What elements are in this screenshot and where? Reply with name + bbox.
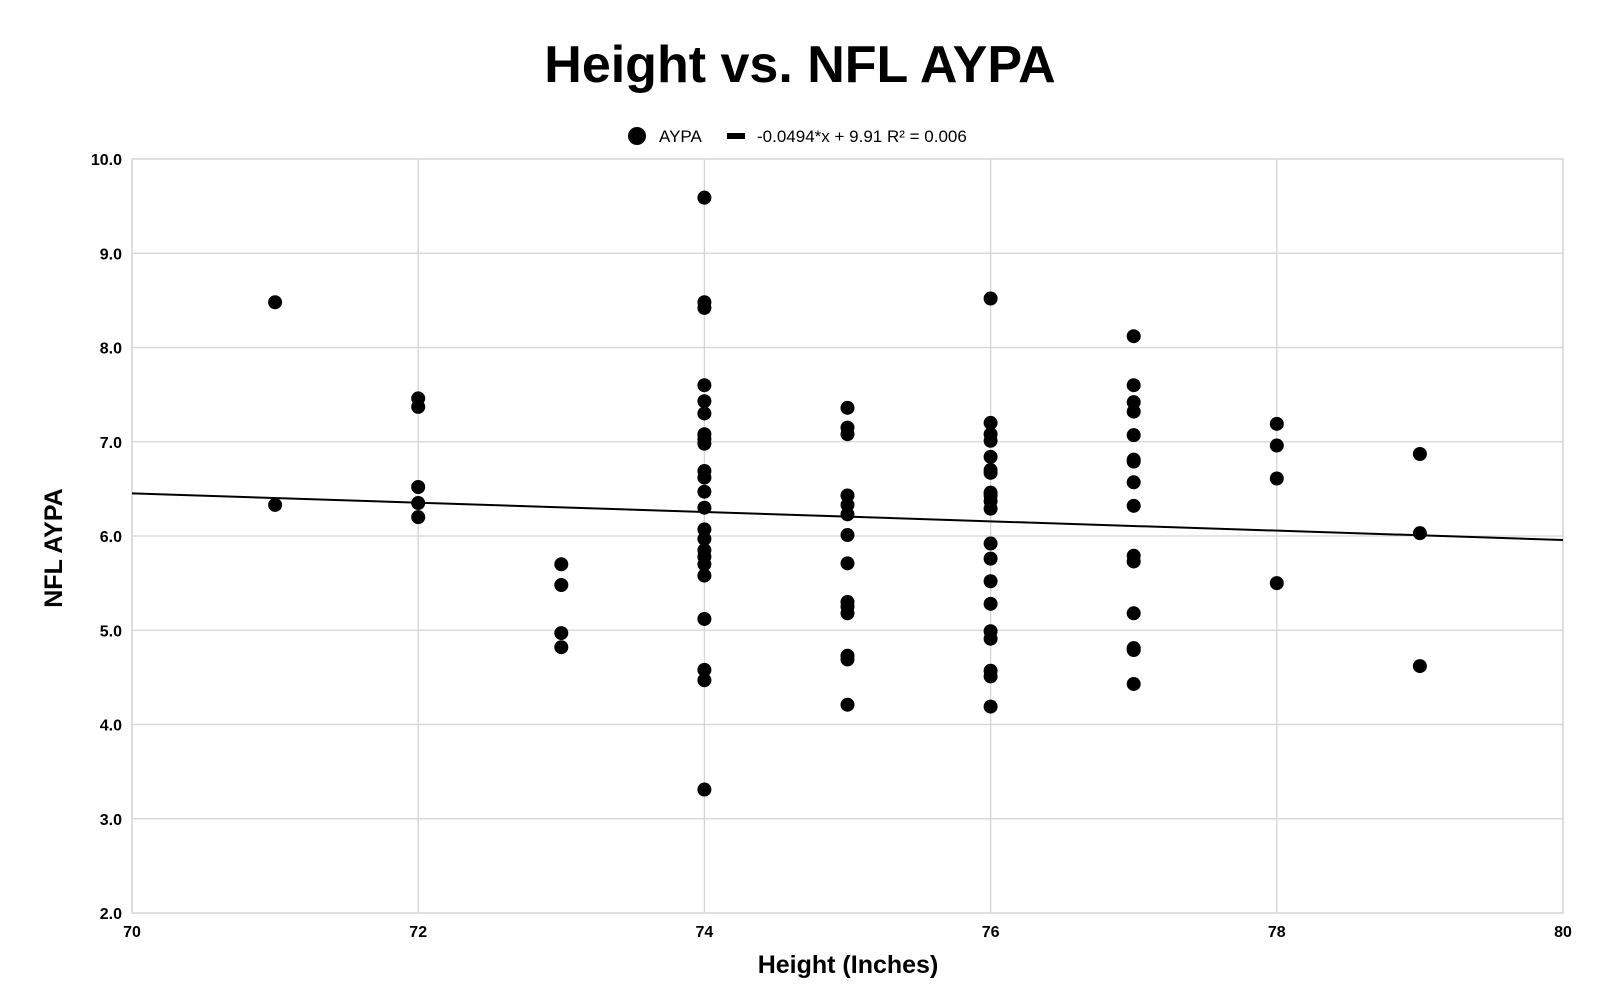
data-point <box>697 394 712 409</box>
data-point <box>411 479 426 494</box>
data-point <box>1269 471 1284 486</box>
data-point <box>697 531 712 546</box>
x-tick-label: 72 <box>409 924 427 941</box>
data-point <box>1126 475 1141 490</box>
data-point <box>1126 329 1141 344</box>
data-point <box>554 557 569 572</box>
y-tick-label: 3.0 <box>100 812 122 829</box>
y-tick-label: 8.0 <box>100 341 122 358</box>
data-point <box>1269 438 1284 453</box>
data-point <box>983 433 998 448</box>
y-tick-label: 10.0 <box>91 152 122 169</box>
data-point <box>1126 378 1141 393</box>
y-tick-label: 6.0 <box>100 529 122 546</box>
data-point <box>697 190 712 205</box>
y-tick-label: 5.0 <box>100 623 122 640</box>
data-point <box>1126 554 1141 569</box>
data-point <box>697 300 712 315</box>
legend-marker-trendline <box>727 133 745 139</box>
data-point <box>554 640 569 655</box>
data-point <box>983 631 998 646</box>
x-tick-label: 78 <box>1268 924 1286 941</box>
data-point <box>1126 606 1141 621</box>
data-point <box>840 427 855 442</box>
data-point <box>411 399 426 414</box>
data-point <box>268 295 283 310</box>
data-point <box>697 436 712 451</box>
data-point <box>840 507 855 522</box>
data-point <box>1126 643 1141 658</box>
data-point <box>697 662 712 677</box>
data-point <box>983 465 998 480</box>
data-point <box>983 449 998 464</box>
x-axis-title: Height (Inches) <box>758 951 939 979</box>
data-point <box>1126 498 1141 513</box>
data-point <box>983 291 998 306</box>
y-tick-label: 7.0 <box>100 435 122 452</box>
data-point <box>983 536 998 551</box>
data-point <box>1412 447 1427 462</box>
legend: AYPA -0.0494*x + 9.91 R² = 0.006 <box>628 127 967 146</box>
data-point <box>983 669 998 684</box>
data-point <box>983 415 998 430</box>
data-point <box>697 484 712 499</box>
data-point <box>697 470 712 485</box>
y-axis-ticks: 2.0 3.0 4.0 5.0 6.0 7.0 8.0 9.0 10.0 <box>91 152 122 923</box>
x-axis-ticks: 70 72 74 76 78 80 <box>123 924 1572 941</box>
x-tick-label: 76 <box>982 924 1000 941</box>
data-point <box>983 551 998 566</box>
data-point <box>411 510 426 525</box>
x-tick-label: 70 <box>123 924 141 941</box>
x-tick-label: 80 <box>1554 924 1572 941</box>
data-point <box>697 611 712 626</box>
x-tick-label: 74 <box>696 924 714 941</box>
data-point <box>983 574 998 589</box>
chart-title: Height vs. NFL AYPA <box>544 36 1055 94</box>
data-point <box>840 697 855 712</box>
data-point <box>697 782 712 797</box>
data-point <box>554 578 569 593</box>
data-point <box>1269 416 1284 431</box>
plot-area <box>131 158 1564 914</box>
data-point <box>983 699 998 714</box>
y-axis-title: NFL AYPA <box>40 488 68 607</box>
data-point <box>697 673 712 688</box>
y-tick-label: 9.0 <box>100 246 122 263</box>
data-point <box>983 596 998 611</box>
data-point <box>1412 659 1427 674</box>
data-point <box>840 652 855 667</box>
legend-label-points: AYPA <box>659 127 702 146</box>
data-point <box>840 556 855 571</box>
data-point <box>983 501 998 516</box>
data-point <box>697 406 712 421</box>
data-point <box>1412 526 1427 541</box>
data-point <box>697 557 712 572</box>
data-point <box>268 497 283 512</box>
data-point <box>840 528 855 543</box>
data-points <box>268 190 1427 797</box>
data-point <box>697 568 712 583</box>
legend-label-trendline: -0.0494*x + 9.91 R² = 0.006 <box>757 127 967 146</box>
data-point <box>554 626 569 641</box>
data-point <box>1126 428 1141 443</box>
data-point <box>840 606 855 621</box>
data-point <box>1269 576 1284 591</box>
data-point <box>1126 454 1141 469</box>
y-tick-label: 2.0 <box>100 906 122 923</box>
data-point <box>1126 676 1141 691</box>
trendline <box>131 492 1564 541</box>
y-tick-label: 4.0 <box>100 718 122 735</box>
data-point <box>840 400 855 415</box>
data-point <box>1126 404 1141 419</box>
legend-marker-points <box>628 127 646 145</box>
data-point <box>697 378 712 393</box>
